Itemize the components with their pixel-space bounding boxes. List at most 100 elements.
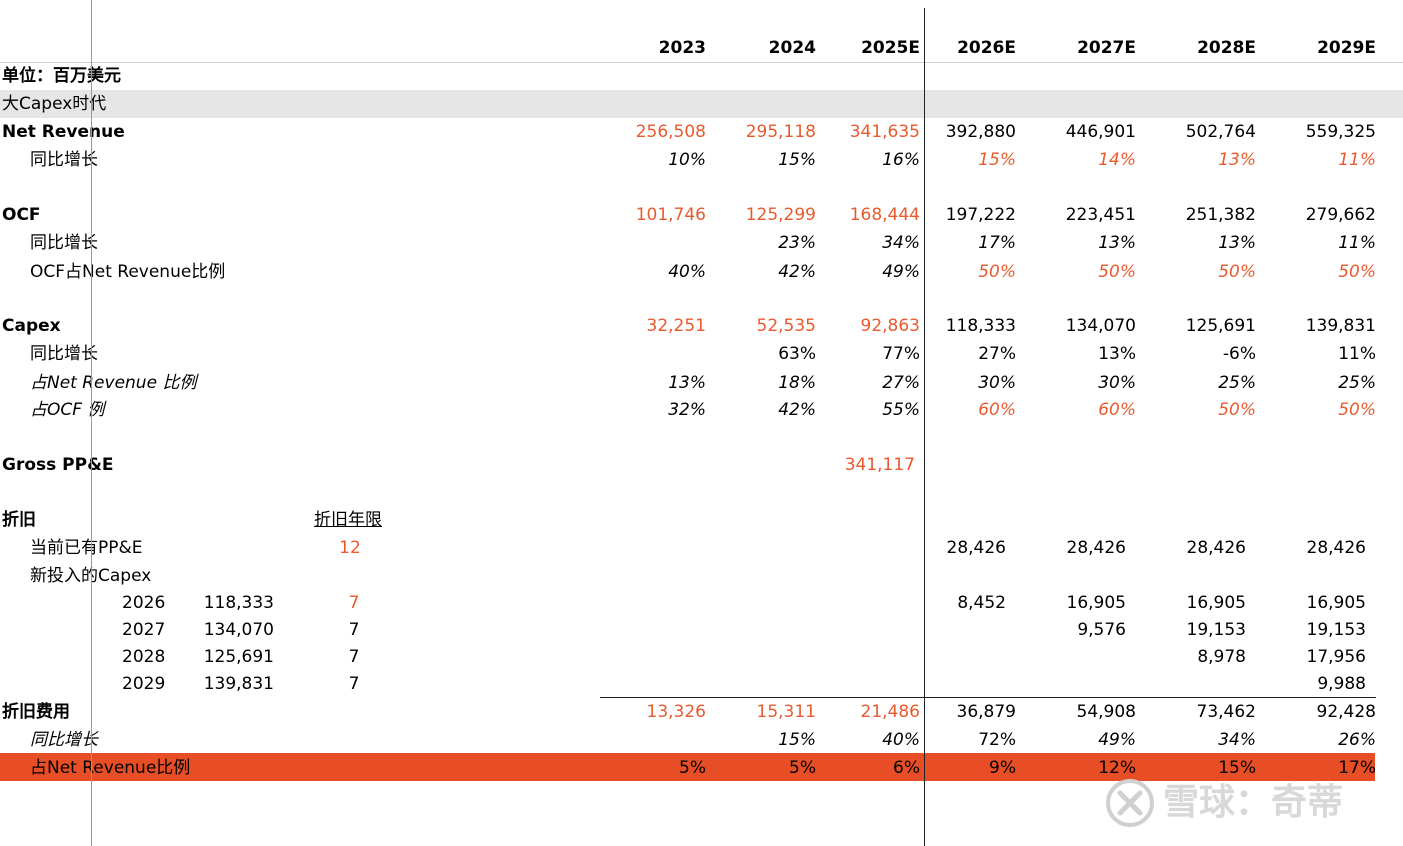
ocf-growth-cell: 13% [1098,233,1136,253]
capex-values-cell: 118,333 [945,316,1016,336]
ocf-growth-cell: 23% [778,233,816,253]
ocf-ratio-label: OCF占Net Revenue比例 [30,262,226,282]
capex-values-cell: 52,535 [756,316,816,336]
revenue-values-cell: 392,880 [945,122,1016,142]
year-header: 2024 [768,38,816,58]
ocf-growth-cell: 11% [1338,233,1376,253]
dep-growth-label: 同比增长 [30,730,98,750]
capex-ocf_ratio-cell: 42% [778,400,816,420]
depreciation-growth-cell: 72% [978,730,1016,750]
revenue-values-cell: 256,508 [635,122,706,142]
vintage-life: 7 [348,593,360,613]
vintage-dep-cell: 17,956 [1306,647,1366,667]
capex-rev-ratio-label: 占Net Revenue 比例 [30,373,197,393]
vintage-year: 2027 [122,620,166,640]
existing-ppe-dep-cell: 28,426 [946,538,1006,558]
ocf-values-cell: 125,299 [745,205,816,225]
vintage-amount: 118,333 [203,593,274,613]
ocf-ratio-cell: 50% [978,262,1016,282]
vintage-dep-cell: 19,153 [1186,620,1246,640]
ocf-values-cell: 251,382 [1185,205,1256,225]
highlight-row [0,753,1375,781]
vintage-dep-cell: 19,153 [1306,620,1366,640]
capex-growth-cell: 63% [778,344,816,364]
ocf-values-cell: 101,746 [635,205,706,225]
vintage-dep-cell: 16,905 [1066,593,1126,613]
vintage-life: 7 [348,620,360,640]
capex-growth-cell: 27% [978,344,1016,364]
revenue-growth-cell: 15% [978,150,1016,170]
capex-rev_ratio-cell: 30% [978,373,1016,393]
dep-expense-label: 折旧费用 [2,702,70,722]
depreciation-rev_ratio-cell: 6% [893,758,920,778]
ocf-values-cell: 223,451 [1065,205,1136,225]
ocf-label: OCF [2,205,41,225]
ocf-growth-label: 同比增长 [30,233,98,253]
new-capex-label: 新投入的Capex [30,566,151,586]
vintage-dep-cell: 16,905 [1186,593,1246,613]
revenue-growth-cell: 11% [1338,150,1376,170]
depreciation-growth-cell: 15% [778,730,816,750]
capex-growth-cell: 11% [1338,344,1376,364]
existing-ppe-dep-cell: 28,426 [1306,538,1366,558]
ocf-ratio-cell: 42% [778,262,816,282]
depreciation-label: 折旧 [2,510,36,530]
revenue-values-cell: 341,635 [849,122,920,142]
depreciation-expense-cell: 73,462 [1196,702,1256,722]
depreciation-expense-cell: 15,311 [756,702,816,722]
header-rule [0,62,1403,63]
depreciation-growth-cell: 40% [882,730,920,750]
forecast-divider-line [924,8,925,846]
year-header: 2025E [861,38,920,58]
depreciation-expense-cell: 21,486 [860,702,920,722]
revenue-values-cell: 295,118 [745,122,816,142]
capex-ocf-ratio-label: 占OCF 例 [30,400,105,420]
revenue-values-cell: 502,764 [1185,122,1256,142]
capex-ocf_ratio-cell: 60% [978,400,1016,420]
total-rule [600,697,1376,698]
vintage-life: 7 [348,647,360,667]
vintage-amount: 134,070 [203,620,274,640]
ocf-ratio-cell: 50% [1338,262,1376,282]
ocf-growth-cell: 17% [978,233,1016,253]
ocf-ratio-cell: 50% [1098,262,1136,282]
ppe-label: Gross PP&E [2,455,114,475]
revenue-label: Net Revenue [2,122,125,142]
capex-values-cell: 92,863 [860,316,920,336]
capex-values-cell: 134,070 [1065,316,1136,336]
depreciation-rev_ratio-cell: 5% [679,758,706,778]
revenue-growth-cell: 15% [778,150,816,170]
ocf-ratio-cell: 49% [882,262,920,282]
year-header: 2028E [1197,38,1256,58]
section-band [0,90,1403,118]
ocf-growth-cell: 34% [882,233,920,253]
year-header: 2023 [658,38,706,58]
revenue-growth-label: 同比增长 [30,150,98,170]
capex-growth-cell: 77% [882,344,920,364]
vintage-amount: 125,691 [203,647,274,667]
vintage-year: 2029 [122,674,166,694]
vintage-dep-cell: 9,576 [1077,620,1126,640]
vintage-dep-cell: 8,978 [1197,647,1246,667]
capex-values-cell: 139,831 [1305,316,1376,336]
vintage-life: 7 [348,674,360,694]
depreciation-growth-cell: 34% [1218,730,1256,750]
vintage-dep-cell: 8,452 [957,593,1006,613]
revenue-growth-cell: 13% [1218,150,1256,170]
unit-label: 单位：百万美元 [2,66,121,86]
ocf-ratio-cell: 40% [668,262,706,282]
capex-growth-cell: -6% [1222,344,1256,364]
revenue-growth-cell: 10% [668,150,706,170]
revenue-growth-cell: 16% [882,150,920,170]
depreciation-life-header: 折旧年限 [314,510,382,530]
existing-ppe-dep-cell: 28,426 [1066,538,1126,558]
ocf-values-cell: 197,222 [945,205,1016,225]
depreciation-expense-cell: 92,428 [1316,702,1376,722]
depreciation-rev_ratio-cell: 17% [1338,758,1376,778]
revenue-values-cell: 446,901 [1065,122,1136,142]
capex-rev_ratio-cell: 13% [668,373,706,393]
ocf-growth-cell: 13% [1218,233,1256,253]
capex-ocf_ratio-cell: 32% [668,400,706,420]
vintage-amount: 139,831 [203,674,274,694]
capex-ocf_ratio-cell: 50% [1218,400,1256,420]
